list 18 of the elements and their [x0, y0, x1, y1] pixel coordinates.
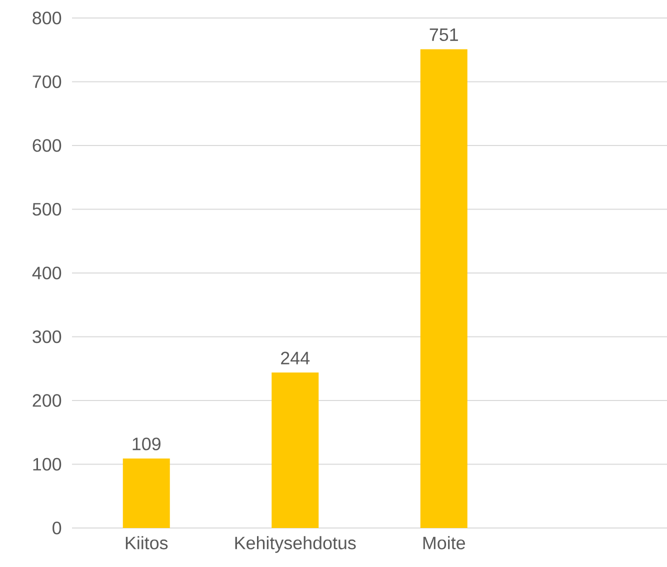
- y-tick-label: 400: [32, 266, 62, 280]
- y-tick-label: 700: [32, 75, 62, 88]
- y-tick-label: 0: [52, 522, 62, 534]
- bar: [122, 458, 170, 528]
- bar: [420, 49, 468, 528]
- y-tick-label: 600: [32, 139, 62, 152]
- data-label: 109: [132, 438, 160, 450]
- y-tick-label: 100: [33, 458, 62, 471]
- y-tick-label: 200: [32, 394, 62, 407]
- data-label: 244: [281, 352, 310, 364]
- y-tick-label: 500: [32, 202, 62, 216]
- y-tick-label: 800: [32, 12, 62, 24]
- data-label: 751: [430, 28, 458, 42]
- bar: [272, 372, 319, 528]
- x-tick-label: Kiitos: [126, 536, 168, 550]
- x-tick-label: Kehitysehdotus: [235, 536, 356, 553]
- y-tick-label: 300: [32, 330, 62, 344]
- x-tick-label: Moite: [423, 536, 465, 550]
